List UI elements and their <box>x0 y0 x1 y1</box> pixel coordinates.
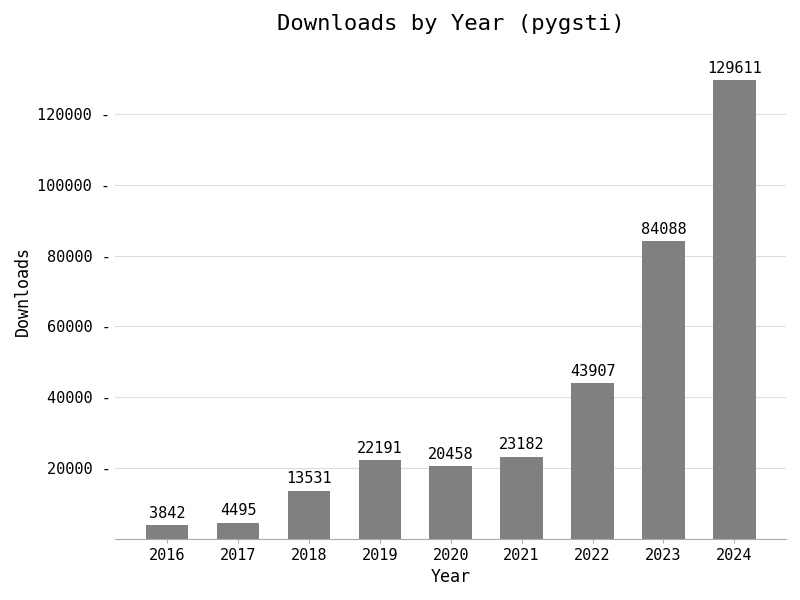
Text: 20458: 20458 <box>428 447 474 462</box>
Bar <box>217 523 259 539</box>
Y-axis label: Downloads: Downloads <box>14 246 32 336</box>
Bar <box>500 457 543 539</box>
Bar <box>713 80 756 539</box>
Text: 3842: 3842 <box>149 506 186 521</box>
Text: 129611: 129611 <box>707 61 762 76</box>
Title: Downloads by Year (pygsti): Downloads by Year (pygsti) <box>277 14 625 34</box>
Bar <box>430 466 472 539</box>
Bar <box>571 383 614 539</box>
Text: 23182: 23182 <box>499 437 545 452</box>
Text: 22191: 22191 <box>357 441 402 456</box>
Bar <box>642 241 685 539</box>
Bar <box>288 491 330 539</box>
Bar <box>146 525 188 539</box>
Text: 84088: 84088 <box>641 222 686 237</box>
Text: 43907: 43907 <box>570 364 615 379</box>
Bar <box>358 460 401 539</box>
Text: 13531: 13531 <box>286 472 332 487</box>
Text: 4495: 4495 <box>220 503 256 518</box>
X-axis label: Year: Year <box>430 568 470 586</box>
